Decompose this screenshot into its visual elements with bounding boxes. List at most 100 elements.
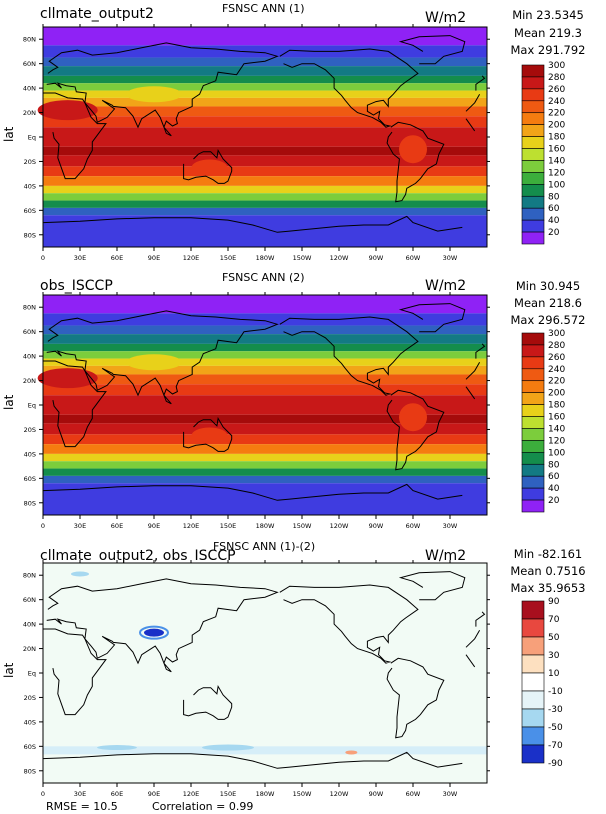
field-patch bbox=[144, 628, 164, 637]
lon-tick-label: 120E bbox=[183, 522, 200, 530]
colorbar-label: 140 bbox=[548, 424, 565, 434]
coastline-samerica bbox=[386, 121, 445, 203]
panel-units: W/m2 bbox=[425, 278, 467, 294]
map-plot: 80N 60N 40N 20N Eq 20S 40S 60S 80S 0 30E 60E 90E 120E… bbox=[23, 560, 563, 798]
colorbar-label: 90 bbox=[548, 597, 560, 607]
lat-tick-label: 60S bbox=[24, 475, 36, 483]
field-band bbox=[43, 106, 487, 117]
colorbar-swatch bbox=[521, 148, 545, 161]
colorbar-label: 220 bbox=[548, 109, 565, 119]
coastline-antarctica bbox=[42, 751, 463, 769]
lon-tick-label: 60E bbox=[111, 522, 123, 530]
lat-tick-label: 20N bbox=[23, 109, 36, 117]
colorbar-label: 10 bbox=[548, 669, 560, 679]
lat-tick-label: 20S bbox=[24, 426, 36, 434]
colorbar-swatch bbox=[521, 600, 545, 620]
lon-tick-label: 0 bbox=[41, 522, 45, 530]
map-field bbox=[37, 27, 487, 247]
lat-tick-label: 60N bbox=[23, 328, 36, 336]
field-band bbox=[43, 313, 487, 326]
colorbar-label: 260 bbox=[548, 353, 565, 363]
lon-tick-label: 30W bbox=[443, 790, 458, 798]
colorbar-label: 120 bbox=[548, 168, 565, 178]
field-band bbox=[43, 215, 487, 247]
field-band bbox=[43, 146, 487, 156]
lon-tick-label: 120W bbox=[330, 790, 349, 798]
field-band bbox=[43, 444, 487, 454]
colorbar-label: 240 bbox=[548, 97, 565, 107]
lat-tick-label: 40N bbox=[23, 85, 36, 93]
stat-mean: Mean 218.6 bbox=[514, 296, 582, 310]
lon-tick-label: 30W bbox=[443, 522, 458, 530]
colorbar-swatch bbox=[521, 428, 545, 441]
lon-tick-label: 150W bbox=[293, 254, 312, 262]
map-plot: 80N 60N 40N 20N Eq 20S 40S 60S 80S 0 30E 60E 90E 120E… bbox=[23, 292, 565, 530]
field-band bbox=[43, 423, 487, 435]
colorbar-swatch bbox=[521, 356, 545, 370]
coastlines bbox=[42, 303, 486, 501]
colorbar-label: 20 bbox=[548, 228, 560, 238]
lat-tick-label: 20N bbox=[23, 377, 36, 385]
lon-tick-label: 120E bbox=[183, 790, 200, 798]
field-band bbox=[43, 483, 487, 515]
coastline-africa bbox=[465, 654, 476, 668]
lon-tick-label: 30E bbox=[74, 522, 86, 530]
stat-mean: Mean 0.7516 bbox=[510, 564, 586, 578]
field-patch bbox=[71, 571, 89, 577]
lon-tick-label: 90W bbox=[369, 790, 384, 798]
panel-variable-title: FSNSC ANN (2) bbox=[222, 271, 305, 284]
lon-tick-label: 60W bbox=[406, 522, 421, 530]
coastline-greenland bbox=[398, 35, 466, 65]
coastline-namerica bbox=[279, 316, 419, 396]
lat-tick-label: 60N bbox=[23, 596, 36, 604]
field-patch bbox=[399, 135, 427, 164]
colorbar-swatch bbox=[521, 380, 545, 393]
field-band bbox=[43, 27, 487, 46]
lon-tick-label: 90E bbox=[148, 254, 160, 262]
colorbar-label: -50 bbox=[548, 723, 563, 733]
colorbar-swatch bbox=[521, 416, 545, 429]
lat-tick-label: 80N bbox=[23, 36, 36, 44]
lon-tick-label: 0 bbox=[41, 254, 45, 262]
colorbar-label: 80 bbox=[548, 192, 560, 202]
colorbar-swatch bbox=[521, 172, 545, 185]
coastline-namerica bbox=[279, 584, 419, 664]
colorbar-label: -10 bbox=[548, 687, 563, 697]
colorbar-label: 220 bbox=[548, 377, 565, 387]
field-band bbox=[43, 193, 487, 201]
colorbar-label: 200 bbox=[548, 389, 565, 399]
colorbar-label: 200 bbox=[548, 121, 565, 131]
lat-tick-label: 20N bbox=[23, 645, 36, 653]
lat-tick-label: 80S bbox=[24, 499, 36, 507]
field-band bbox=[43, 434, 487, 445]
panel-obs: obs_ISCCP FSNSC ANN (2) W/m2 Min 30.945 … bbox=[0, 268, 606, 536]
colorbar-label: 40 bbox=[548, 216, 560, 226]
colorbar-swatch bbox=[521, 636, 545, 656]
colorbar-label: 120 bbox=[548, 436, 565, 446]
stat-max: Max 296.572 bbox=[510, 313, 586, 327]
lat-tick-label: 40S bbox=[24, 182, 36, 190]
colorbar-label: 60 bbox=[548, 472, 560, 482]
lon-tick-label: 180W bbox=[256, 254, 275, 262]
field-patch bbox=[139, 625, 169, 640]
lat-tick-label: 40N bbox=[23, 353, 36, 361]
field-band bbox=[43, 176, 487, 186]
colorbar-swatch bbox=[521, 672, 545, 692]
colorbar-label: 180 bbox=[548, 401, 565, 411]
field-patch bbox=[126, 86, 182, 103]
field-band bbox=[43, 334, 487, 344]
lon-tick-label: 0 bbox=[41, 790, 45, 798]
panel-units: W/m2 bbox=[425, 548, 467, 564]
lon-tick-label: 90W bbox=[369, 254, 384, 262]
field-band bbox=[43, 414, 487, 424]
field-patch bbox=[37, 100, 98, 121]
map-field bbox=[37, 295, 487, 515]
field-band bbox=[43, 325, 487, 335]
lat-tick-label: 40S bbox=[24, 718, 36, 726]
colorbar-swatch bbox=[521, 440, 545, 453]
coastlines bbox=[42, 571, 486, 769]
field-band bbox=[43, 295, 487, 314]
coastline-eurasia bbox=[46, 578, 279, 673]
lon-tick-label: 60W bbox=[406, 254, 421, 262]
field-patch bbox=[37, 368, 98, 389]
